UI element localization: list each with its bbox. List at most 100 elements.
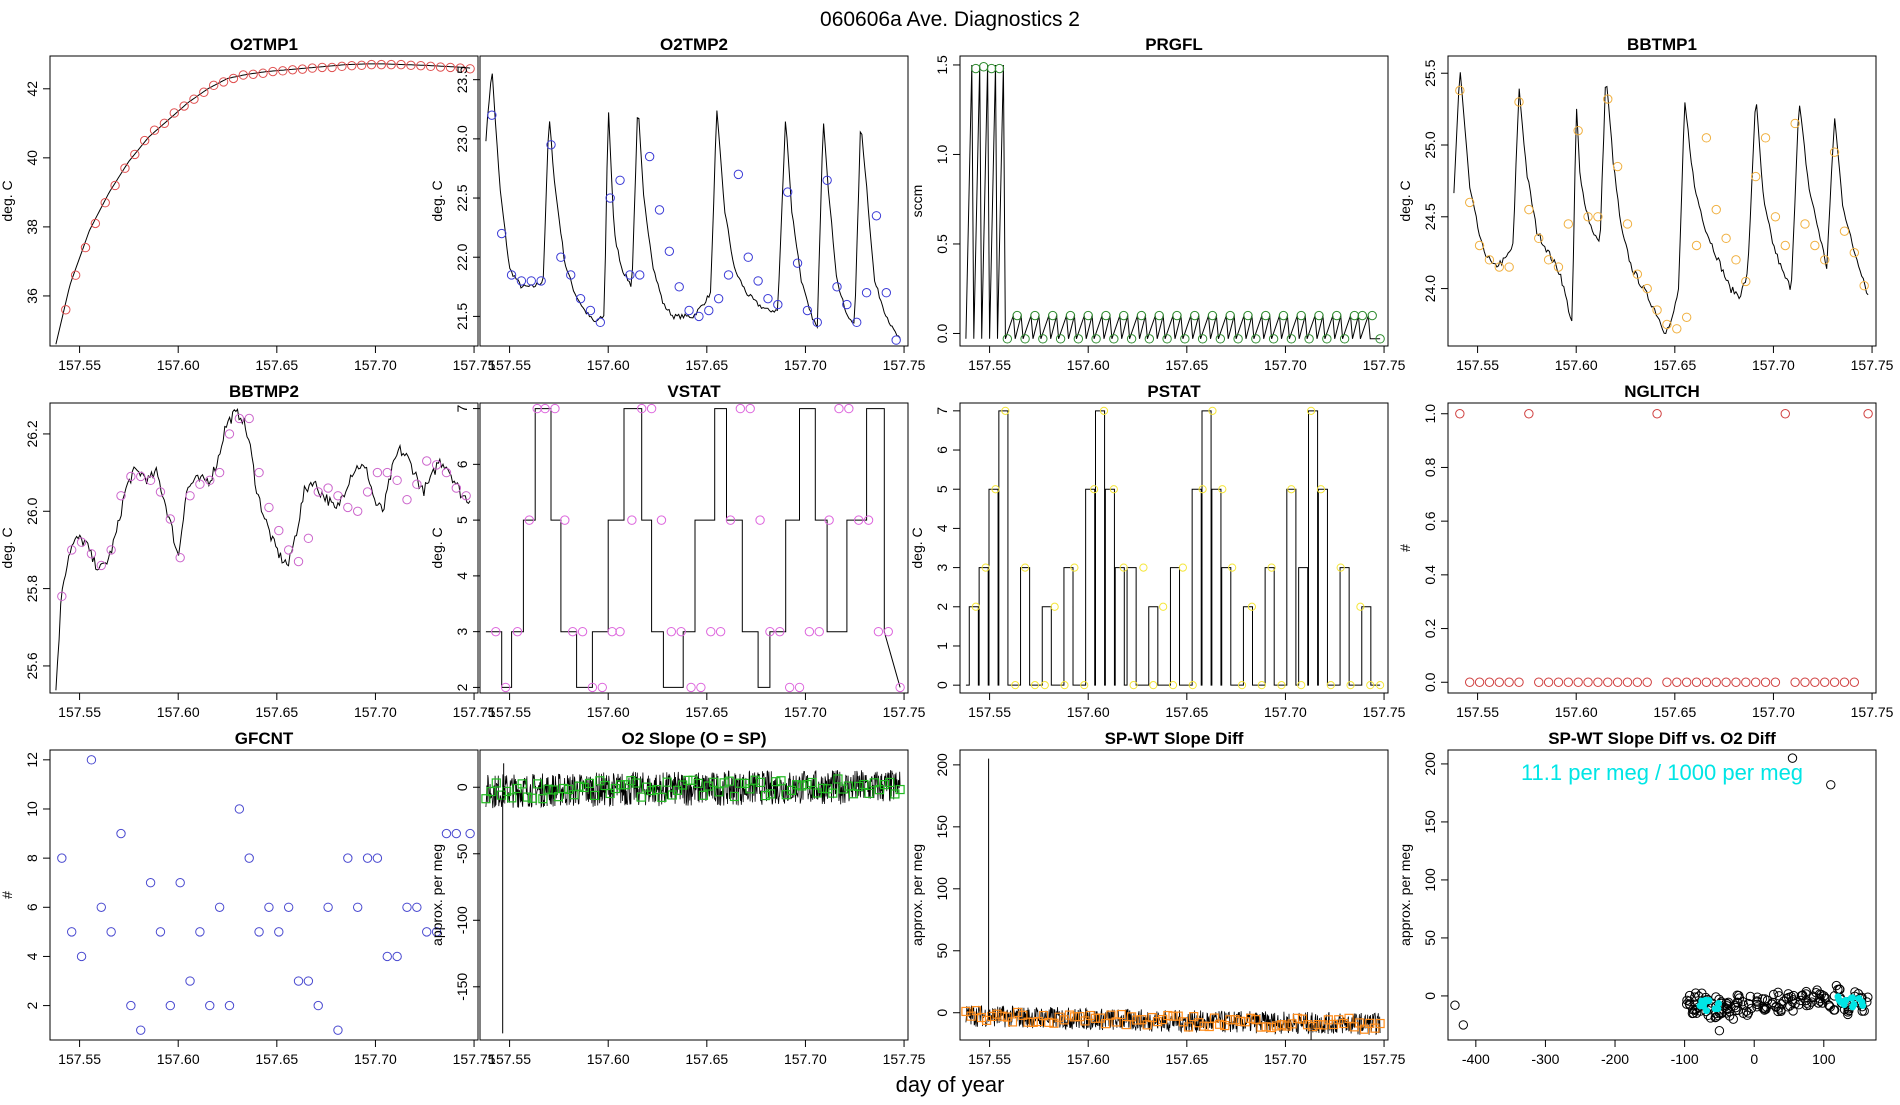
panel-6-y-tick-label: 7 — [454, 404, 470, 412]
panel-5-point — [412, 479, 422, 489]
panel-10-band-marker — [683, 775, 693, 785]
panel-11-y-label: approx. per meg — [909, 844, 925, 946]
panel-4-trace-line — [1453, 72, 1869, 335]
panel-6-x-tick-label: 157.65 — [685, 704, 728, 720]
panel-7-point — [1376, 681, 1385, 690]
panel-10-band-marker — [688, 775, 698, 785]
panel-8-point — [1820, 677, 1830, 687]
panel-11-band-marker — [1339, 1018, 1349, 1029]
panel-9-point — [283, 902, 294, 912]
panel-11-band-marker — [1038, 1011, 1049, 1021]
panel-2: O2TMP2 deg. C 157.55 157.60 157.65 157.70 157.… — [429, 35, 926, 373]
panel-7-point — [1011, 681, 1020, 690]
panel-7-y-tick-label: 3 — [934, 563, 950, 571]
panel-6-point — [627, 515, 637, 525]
panel-7-step-line — [965, 410, 1381, 686]
panel-6-point — [637, 403, 647, 414]
panel-5-point — [422, 456, 432, 466]
panel-10-band-marker — [848, 789, 859, 799]
panel-5-y-label: deg. C — [0, 527, 15, 568]
panel-9-point — [313, 1000, 323, 1011]
panel-12-highlight-point — [1700, 999, 1708, 1007]
panel-2-point — [852, 317, 862, 328]
panel-11-band-marker — [1225, 1015, 1235, 1025]
panel-9-point — [205, 1000, 215, 1011]
panel-9-point — [323, 902, 333, 912]
panel-10-band-marker — [812, 788, 822, 798]
panel-10-band-marker — [517, 779, 527, 789]
panel-2-point — [812, 317, 822, 328]
panel-4-y-tick-label: 25.5 — [1422, 59, 1438, 86]
panel-11-band-marker — [1049, 1018, 1059, 1028]
panel-12-point — [1759, 1003, 1769, 1013]
panel-10-band-marker — [698, 790, 708, 800]
panel-3-point — [1296, 310, 1306, 321]
panel-4-point — [1514, 97, 1524, 107]
panel-10-band-marker — [574, 781, 584, 791]
panel-11-band-marker — [1266, 1022, 1276, 1033]
panel-9-point — [465, 828, 475, 839]
panel-8-x-tick-label: 157.60 — [1555, 704, 1598, 720]
panel-6-point — [755, 515, 765, 525]
panel-6-point — [765, 626, 775, 637]
panel-12-point — [1801, 1000, 1812, 1011]
panel-2-point — [822, 175, 832, 185]
panel-11-band-marker — [1199, 1021, 1209, 1031]
panel-7-point — [1287, 485, 1296, 494]
panel-12-point — [1774, 1003, 1784, 1013]
panel-9: GFCNT #157.55 157.60 157.65 157.70 157.75 2 4 6 8… — [0, 729, 496, 1067]
panel-9-point — [185, 976, 195, 986]
panel-3-point — [1065, 310, 1076, 321]
panel-5-point — [76, 537, 87, 547]
panel-4-point — [1711, 204, 1721, 215]
panel-1-point — [445, 62, 456, 73]
panel-12-highlight-point — [1834, 993, 1842, 1001]
panel-12-point — [1745, 991, 1756, 1002]
panel-7-y-tick-label: 5 — [934, 485, 950, 493]
panel-4-point — [1790, 118, 1800, 129]
panel-8-point — [1553, 677, 1564, 687]
panel-1-point — [376, 59, 387, 70]
panel-11-band-marker — [1287, 1019, 1297, 1029]
panel-12-point — [1795, 995, 1806, 1006]
panel-8-y-tick-label: 0.2 — [1422, 619, 1438, 639]
panel-7-point — [1356, 602, 1365, 611]
panel-4-y-label: deg. C — [1397, 180, 1413, 221]
panel-1-point — [169, 108, 179, 118]
panel-8-point — [1829, 677, 1840, 687]
panel-1-x-tick-label: 157.65 — [255, 357, 298, 373]
panel-1-point — [80, 242, 91, 253]
panel-4-point — [1839, 226, 1850, 236]
panel-3-point — [1215, 334, 1226, 344]
panel-11-band-marker — [1318, 1020, 1328, 1030]
panel-3-point — [1101, 310, 1111, 321]
panel-8-y-tick-label: 0.8 — [1422, 458, 1438, 478]
panel-1-frame — [49, 55, 479, 347]
panel-12: SP-WT Slope Diff vs. O2 Diff approx. per … — [1397, 729, 1877, 1067]
panel-7-point — [1020, 563, 1030, 572]
panel-12-point — [1757, 994, 1768, 1004]
panel-2-point — [684, 305, 694, 316]
panel-12-point — [1797, 990, 1808, 1000]
panel-7-point — [991, 485, 1000, 494]
panel-3-point — [1172, 310, 1182, 321]
panel-10-band-marker — [838, 784, 848, 794]
panel-6-y-tick-label: 3 — [454, 628, 470, 636]
panel-8-y-tick-label: 1.0 — [1422, 404, 1438, 424]
panel-12-point — [1738, 996, 1748, 1007]
panel-3-point — [1119, 310, 1129, 321]
panel-6-point — [597, 682, 607, 693]
panel-6: VSTAT deg. C 157.55 157.60 157.65 157.70 157.7… — [429, 382, 926, 720]
panel-5: BBTMP2 deg. C 157.55 157.60 157.65 157.70 157.… — [0, 382, 496, 720]
panel-2-point — [674, 282, 684, 292]
panel-8-point — [1731, 677, 1741, 687]
panel-12-point — [1450, 1000, 1460, 1010]
panel-6-point — [550, 403, 560, 414]
panel-2-point — [526, 276, 536, 286]
panel-10-band-marker — [631, 778, 641, 788]
panel-12-point — [1728, 1014, 1739, 1024]
panel-8-x-tick-label: 157.65 — [1653, 704, 1696, 720]
panel-7-point — [1030, 681, 1040, 690]
panel-1-point — [179, 101, 189, 111]
panel-12-y-label: approx. per meg — [1397, 844, 1413, 946]
